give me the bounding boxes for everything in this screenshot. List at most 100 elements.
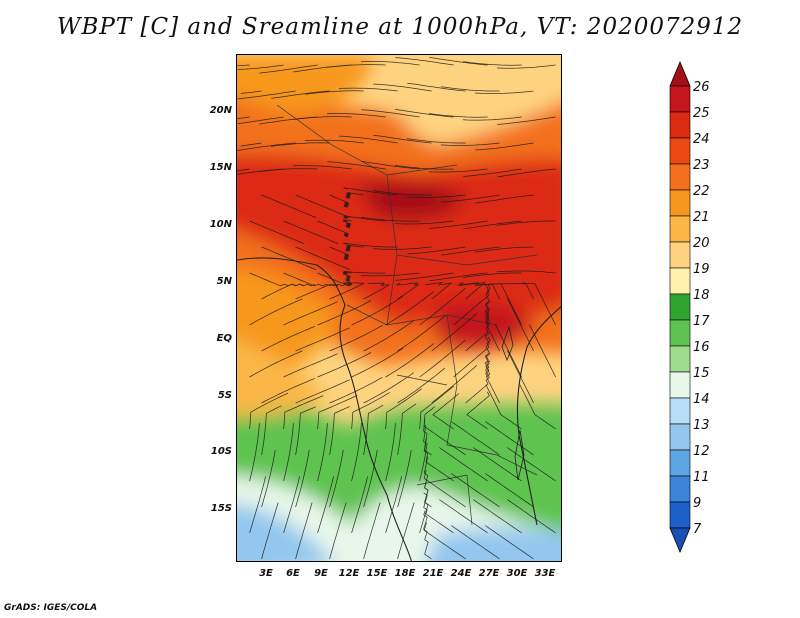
streamline (261, 449, 276, 508)
streamline (329, 376, 383, 404)
streamline (351, 476, 368, 534)
streamline (488, 283, 522, 326)
streamline (351, 295, 404, 326)
colorbar-segment (669, 215, 691, 243)
colorbar-label: 9 (693, 496, 702, 511)
colorbar-segment (669, 449, 691, 477)
streamlines (237, 57, 556, 560)
streamline (440, 142, 500, 146)
colorbar-label: 17 (693, 314, 710, 329)
streamline (317, 220, 349, 238)
colorbar-segment (669, 423, 691, 451)
colorbar-segment (669, 137, 691, 165)
streamline (363, 449, 378, 508)
streamline (295, 449, 310, 508)
streamline (440, 86, 500, 92)
streamline (351, 392, 390, 430)
streamline (428, 168, 488, 173)
streamline (451, 473, 500, 508)
colorbar-segment (669, 293, 691, 321)
streamline (338, 87, 398, 92)
colorbar-segment (669, 501, 691, 529)
streamline (329, 281, 365, 300)
lat-label-5n: 5N (216, 276, 232, 287)
streamline (465, 360, 491, 404)
streamline (317, 394, 358, 430)
streamline (283, 423, 294, 482)
colorbar-label: 20 (693, 236, 710, 251)
streamline (317, 423, 328, 482)
streamline (372, 246, 432, 250)
atlantic-yellow (237, 340, 327, 417)
colorbar-label: 23 (693, 158, 710, 173)
streamline (261, 325, 316, 352)
streamline (385, 388, 422, 430)
streamline (425, 281, 453, 300)
streamline (484, 301, 500, 352)
colorbar-label: 12 (693, 444, 710, 459)
colorbar-label: 18 (693, 288, 710, 303)
colorbar-label: 13 (693, 418, 710, 433)
streamline (261, 502, 279, 560)
streamline (283, 353, 338, 378)
streamline (506, 298, 534, 352)
streamline (283, 301, 338, 326)
streamline (397, 449, 412, 508)
streamline (485, 384, 522, 430)
colorbar (669, 60, 691, 554)
lake-outline (501, 325, 514, 362)
streamline (395, 109, 454, 118)
streamline (351, 347, 404, 378)
streamline (473, 499, 522, 534)
lat-label-20n: 20N (209, 105, 232, 116)
streamline (466, 391, 490, 430)
streamline (432, 393, 460, 430)
streamline (484, 329, 491, 378)
streamline (497, 116, 556, 125)
streamline (237, 64, 250, 66)
lake-outline-2 (514, 429, 525, 481)
streamline (519, 384, 556, 430)
streamline (249, 298, 303, 326)
streamline (419, 339, 466, 378)
cool-zone-blue-east (426, 527, 561, 561)
streamline (506, 350, 534, 404)
streamline (462, 272, 522, 278)
streamline (485, 421, 534, 456)
streamline (494, 324, 522, 378)
cool-north-nw (237, 55, 377, 115)
streamline (451, 525, 500, 560)
country-borders (276, 104, 538, 526)
streamline (343, 270, 386, 275)
streamline (423, 510, 432, 560)
streamline (395, 272, 454, 281)
streamline (507, 447, 556, 482)
streamline (394, 165, 454, 170)
streamline (475, 194, 534, 204)
streamline (261, 194, 317, 218)
streamline (343, 242, 398, 248)
colorbar-label: 16 (693, 340, 710, 355)
lat-label-15s: 15S (210, 503, 232, 514)
streamline (428, 113, 488, 118)
colorbar-segment (669, 111, 691, 139)
streamline (463, 168, 522, 177)
colorbar-top-triangle (669, 60, 691, 87)
streamline (237, 168, 250, 172)
lon-label-33e: 33E (534, 568, 556, 579)
streamline (261, 283, 316, 300)
streamline (485, 525, 534, 560)
streamline (295, 379, 350, 404)
warm-zone-red (237, 154, 561, 325)
lon-label-12e: 12E (338, 568, 360, 579)
streamline (249, 350, 303, 378)
streamline (423, 470, 466, 508)
streamline (283, 272, 339, 287)
streamline (485, 473, 534, 508)
streamline (475, 142, 534, 151)
streamline (329, 502, 347, 560)
streamline (295, 327, 350, 352)
streamline (439, 447, 488, 482)
streamline (363, 372, 415, 404)
streamline (475, 246, 534, 253)
